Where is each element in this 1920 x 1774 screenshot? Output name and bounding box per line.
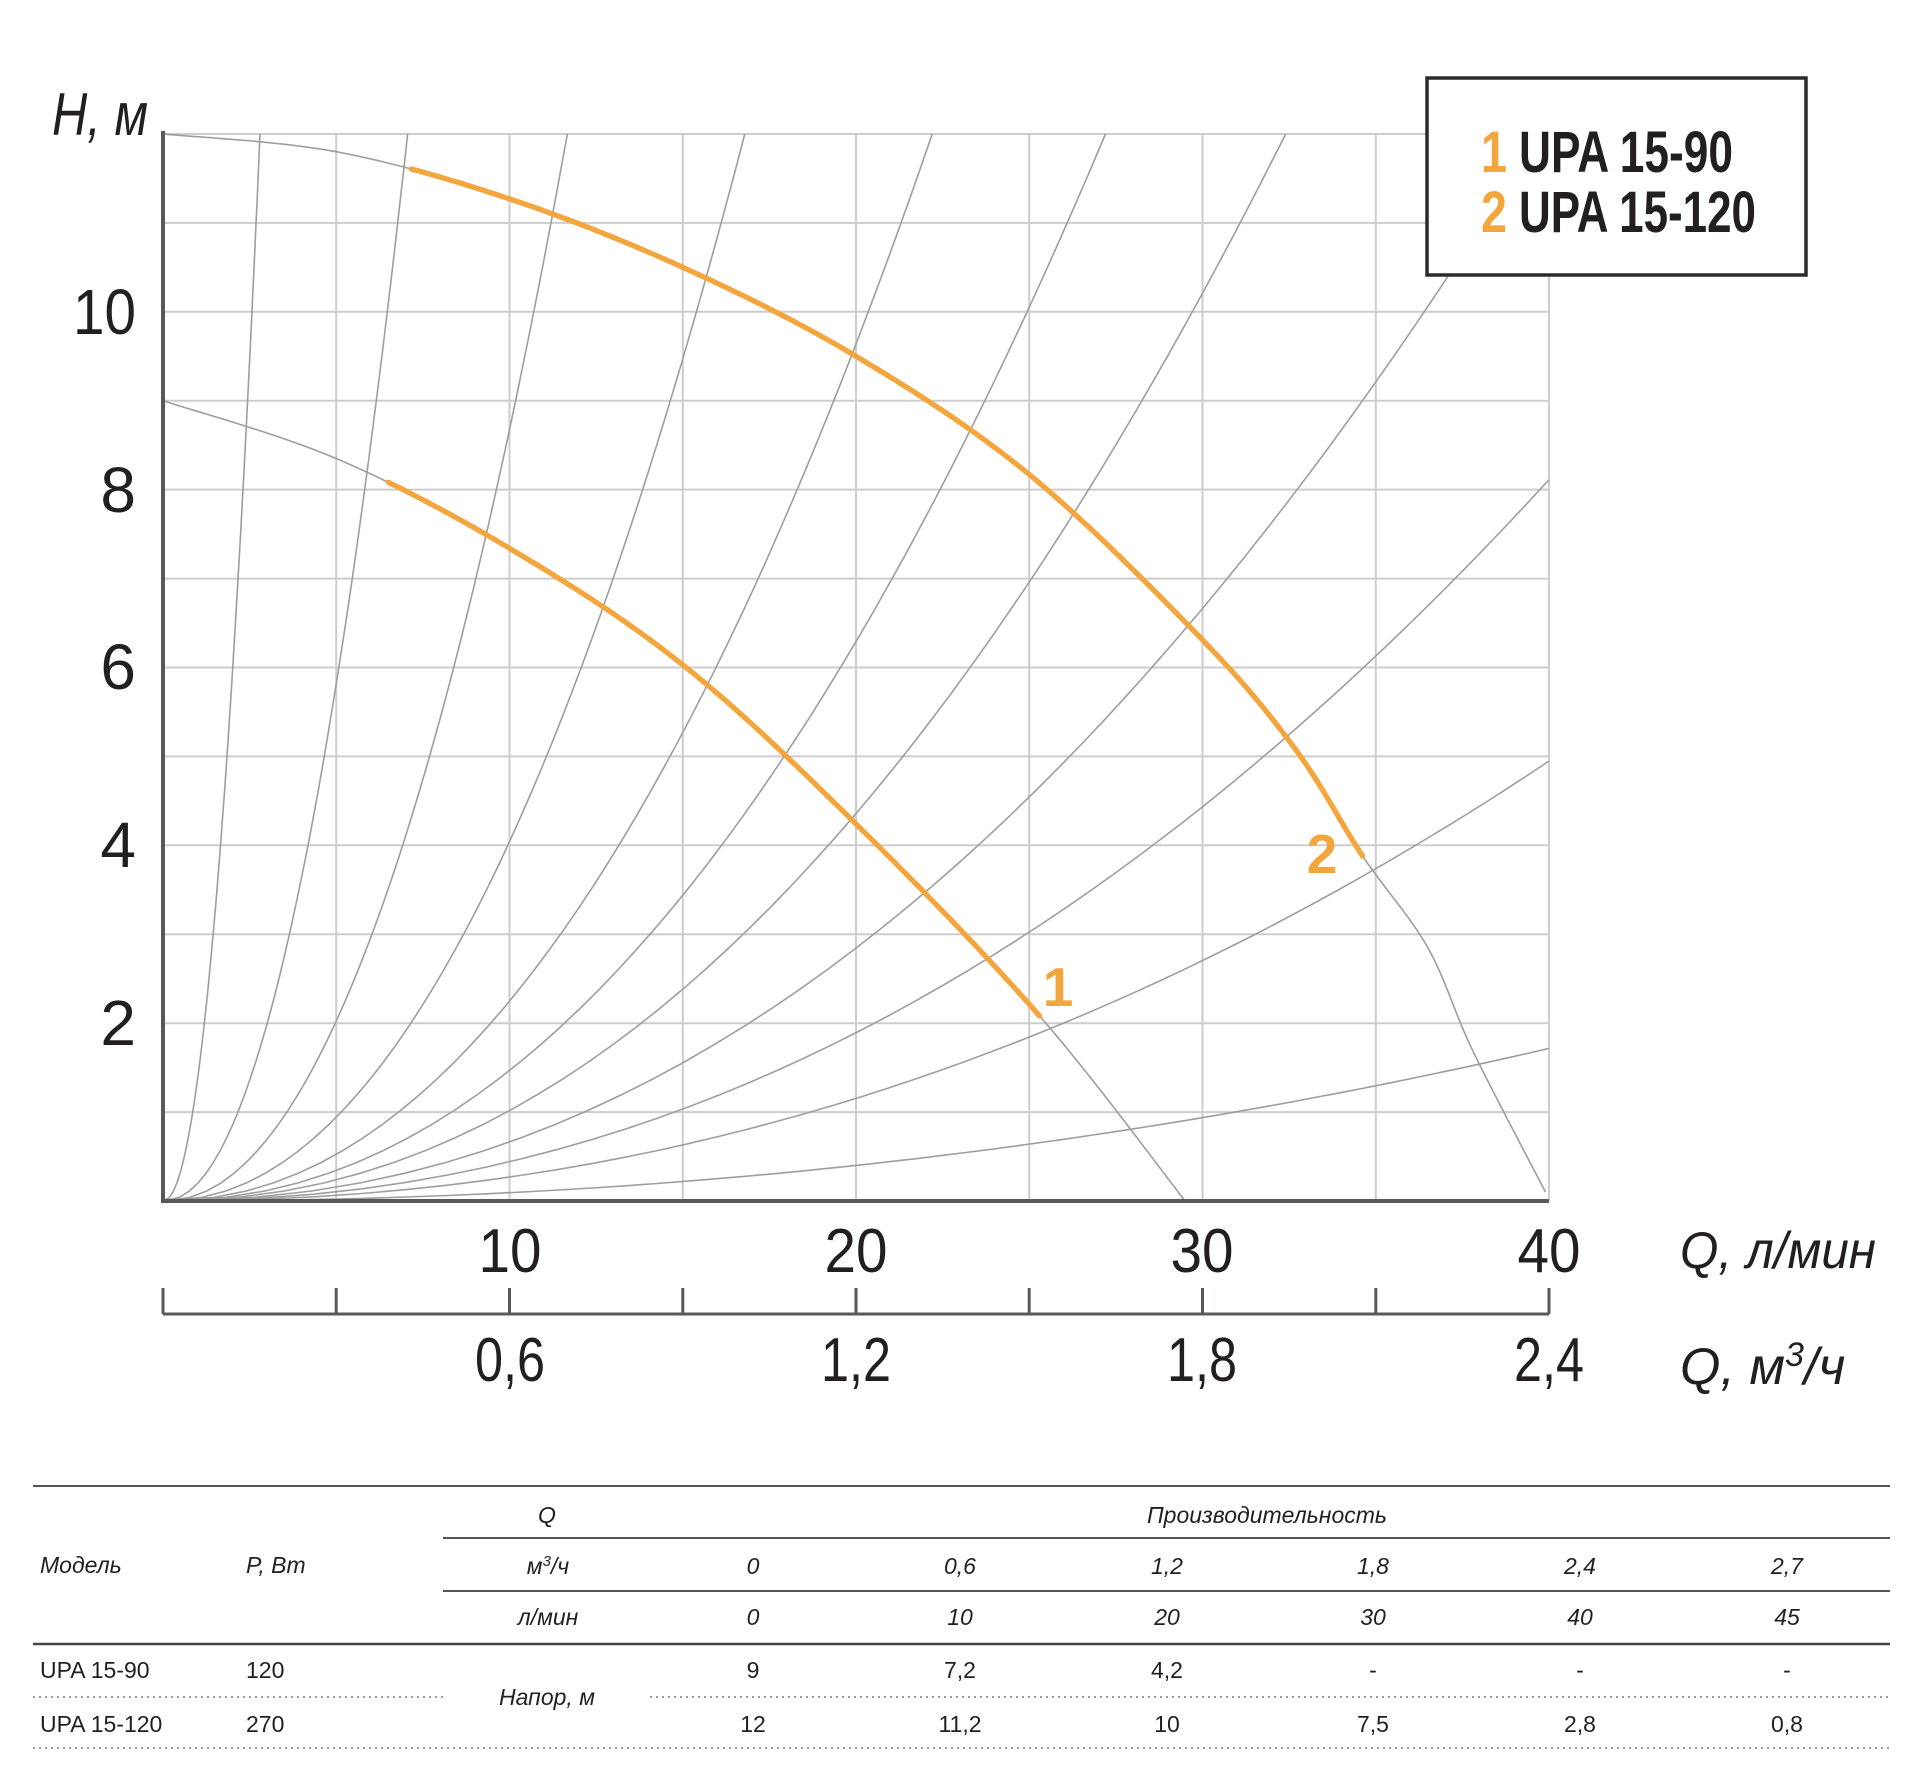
svg-text:2,7: 2,7 xyxy=(1770,1553,1804,1579)
svg-text:Q: Q xyxy=(538,1502,556,1528)
svg-text:UPA 15-120: UPA 15-120 xyxy=(1519,180,1756,245)
svg-text:30: 30 xyxy=(1360,1604,1386,1630)
svg-text:10: 10 xyxy=(73,276,136,348)
svg-text:0,6: 0,6 xyxy=(944,1553,976,1579)
svg-text:4: 4 xyxy=(100,809,136,881)
svg-text:2: 2 xyxy=(1307,823,1338,885)
svg-text:2: 2 xyxy=(100,987,136,1059)
svg-text:UPA 15-120: UPA 15-120 xyxy=(40,1711,162,1737)
svg-text:12: 12 xyxy=(740,1711,766,1737)
svg-text:0,8: 0,8 xyxy=(1771,1711,1803,1737)
svg-text:H, м: H, м xyxy=(52,81,148,148)
svg-text:Модель: Модель xyxy=(40,1552,122,1578)
svg-text:2,8: 2,8 xyxy=(1564,1711,1596,1737)
svg-text:1,8: 1,8 xyxy=(1167,1326,1237,1395)
svg-text:6: 6 xyxy=(100,631,136,703)
svg-text:10: 10 xyxy=(1154,1711,1180,1737)
svg-text:UPA 15-90: UPA 15-90 xyxy=(1519,120,1733,185)
svg-text:Q, л/мин: Q, л/мин xyxy=(1680,1222,1876,1280)
svg-text:Q, м3/ч: Q, м3/ч xyxy=(1680,1336,1845,1396)
svg-text:2: 2 xyxy=(1481,180,1507,245)
svg-text:0: 0 xyxy=(747,1553,760,1579)
svg-text:8: 8 xyxy=(100,454,136,526)
svg-text:270: 270 xyxy=(246,1711,284,1737)
svg-text:1,2: 1,2 xyxy=(821,1326,891,1395)
svg-text:л/мин: л/мин xyxy=(516,1604,579,1630)
svg-text:7,2: 7,2 xyxy=(944,1657,976,1683)
svg-text:11,2: 11,2 xyxy=(938,1711,981,1737)
svg-text:20: 20 xyxy=(825,1217,888,1286)
svg-text:1,2: 1,2 xyxy=(1151,1553,1183,1579)
svg-text:10: 10 xyxy=(947,1604,973,1630)
svg-text:1: 1 xyxy=(1043,956,1074,1018)
svg-text:45: 45 xyxy=(1774,1604,1800,1630)
svg-text:0,6: 0,6 xyxy=(475,1326,545,1395)
svg-text:Производительность: Производительность xyxy=(1147,1502,1387,1528)
svg-text:40: 40 xyxy=(1518,1217,1581,1286)
svg-text:10: 10 xyxy=(479,1217,542,1286)
svg-text:м3/ч: м3/ч xyxy=(527,1553,570,1579)
svg-text:40: 40 xyxy=(1567,1604,1593,1630)
svg-text:2,4: 2,4 xyxy=(1514,1326,1584,1395)
svg-text:-: - xyxy=(1369,1657,1377,1683)
svg-text:P, Вт: P, Вт xyxy=(246,1552,306,1578)
svg-text:1: 1 xyxy=(1481,120,1507,185)
svg-text:20: 20 xyxy=(1153,1604,1180,1630)
svg-text:Напор, м: Напор, м xyxy=(499,1684,595,1710)
svg-text:-: - xyxy=(1576,1657,1584,1683)
svg-text:0: 0 xyxy=(747,1604,760,1630)
svg-text:9: 9 xyxy=(747,1657,760,1683)
svg-text:-: - xyxy=(1783,1657,1791,1683)
svg-text:1,8: 1,8 xyxy=(1357,1553,1389,1579)
svg-text:30: 30 xyxy=(1171,1217,1234,1286)
svg-text:2,4: 2,4 xyxy=(1563,1553,1596,1579)
svg-text:UPA 15-90: UPA 15-90 xyxy=(40,1657,150,1683)
svg-text:120: 120 xyxy=(246,1657,284,1683)
svg-text:4,2: 4,2 xyxy=(1151,1657,1183,1683)
svg-text:7,5: 7,5 xyxy=(1357,1711,1389,1737)
